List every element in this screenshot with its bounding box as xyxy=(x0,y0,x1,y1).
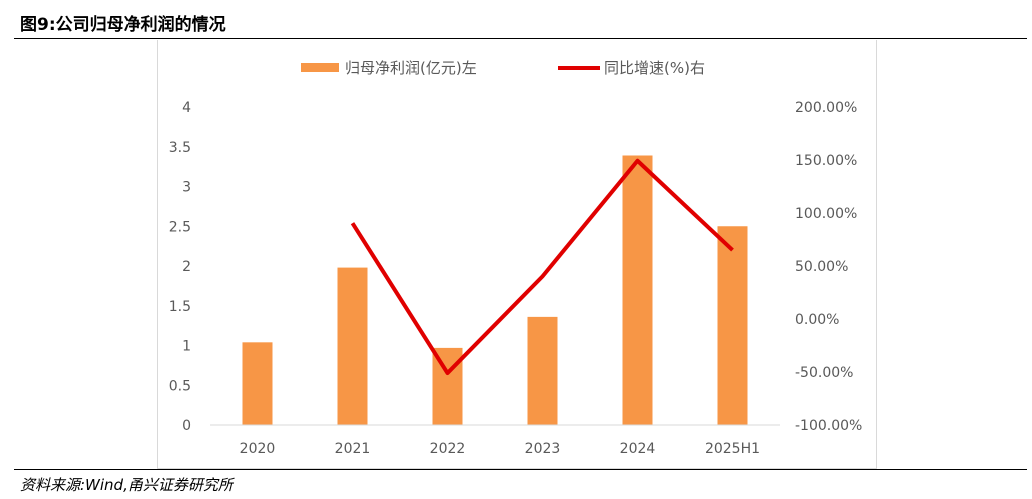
bar-series xyxy=(242,155,748,425)
right-tick-label: 100.00% xyxy=(795,206,857,222)
left-tick-label: 3.5 xyxy=(169,140,191,156)
left-tick-label: 4 xyxy=(182,100,191,116)
left-tick-label: 2 xyxy=(182,259,191,275)
left-tick-label: 0.5 xyxy=(169,378,191,394)
right-tick-label: -50.00% xyxy=(795,365,853,381)
legend-label-bar: 归母净利润(亿元)左 xyxy=(345,59,477,77)
title-rule xyxy=(14,38,1027,39)
x-tick-label: 2023 xyxy=(525,441,561,457)
x-tick-label: 2022 xyxy=(430,441,466,457)
right-tick-label: 200.00% xyxy=(795,100,857,116)
legend-label-line: 同比增速(%)右 xyxy=(604,59,705,77)
bar xyxy=(717,226,748,425)
bar xyxy=(622,155,653,425)
left-tick-label: 3 xyxy=(182,180,191,196)
left-axis-ticks: 0 0.5 1 1.5 2 2.5 3 3.5 4 xyxy=(169,100,191,434)
source-rule xyxy=(14,469,1027,470)
right-tick-label: -100.00% xyxy=(795,418,862,434)
growth-line xyxy=(350,158,734,376)
right-tick-label: 50.00% xyxy=(795,259,848,275)
chart-legend: 归母净利润(亿元)左 同比增速(%)右 xyxy=(301,59,705,77)
source-note: 资料来源:Wind,甬兴证券研究所 xyxy=(20,476,233,494)
chart-frame xyxy=(157,40,877,469)
bar xyxy=(527,316,558,425)
x-tick-label: 2025H1 xyxy=(705,441,760,457)
legend-swatch-bar xyxy=(301,63,339,72)
figure-title: 图9:公司归母净利润的情况 xyxy=(20,15,226,35)
left-tick-label: 0 xyxy=(182,418,191,434)
left-tick-label: 1.5 xyxy=(169,299,191,315)
right-tick-label: 0.00% xyxy=(795,312,839,328)
right-axis-ticks: -100.00% -50.00% 0.00% 50.00% 100.00% 150.00%… xyxy=(795,100,862,434)
bar xyxy=(242,342,273,425)
x-tick-label: 2020 xyxy=(240,441,276,457)
left-tick-label: 1 xyxy=(182,339,191,355)
x-tick-label: 2024 xyxy=(620,441,656,457)
right-tick-label: 150.00% xyxy=(795,153,857,169)
x-axis-labels: 2020 2021 2022 2023 2024 2025H1 xyxy=(240,441,760,457)
bar xyxy=(337,267,368,425)
x-tick-label: 2021 xyxy=(335,441,371,457)
left-tick-label: 2.5 xyxy=(169,219,191,235)
